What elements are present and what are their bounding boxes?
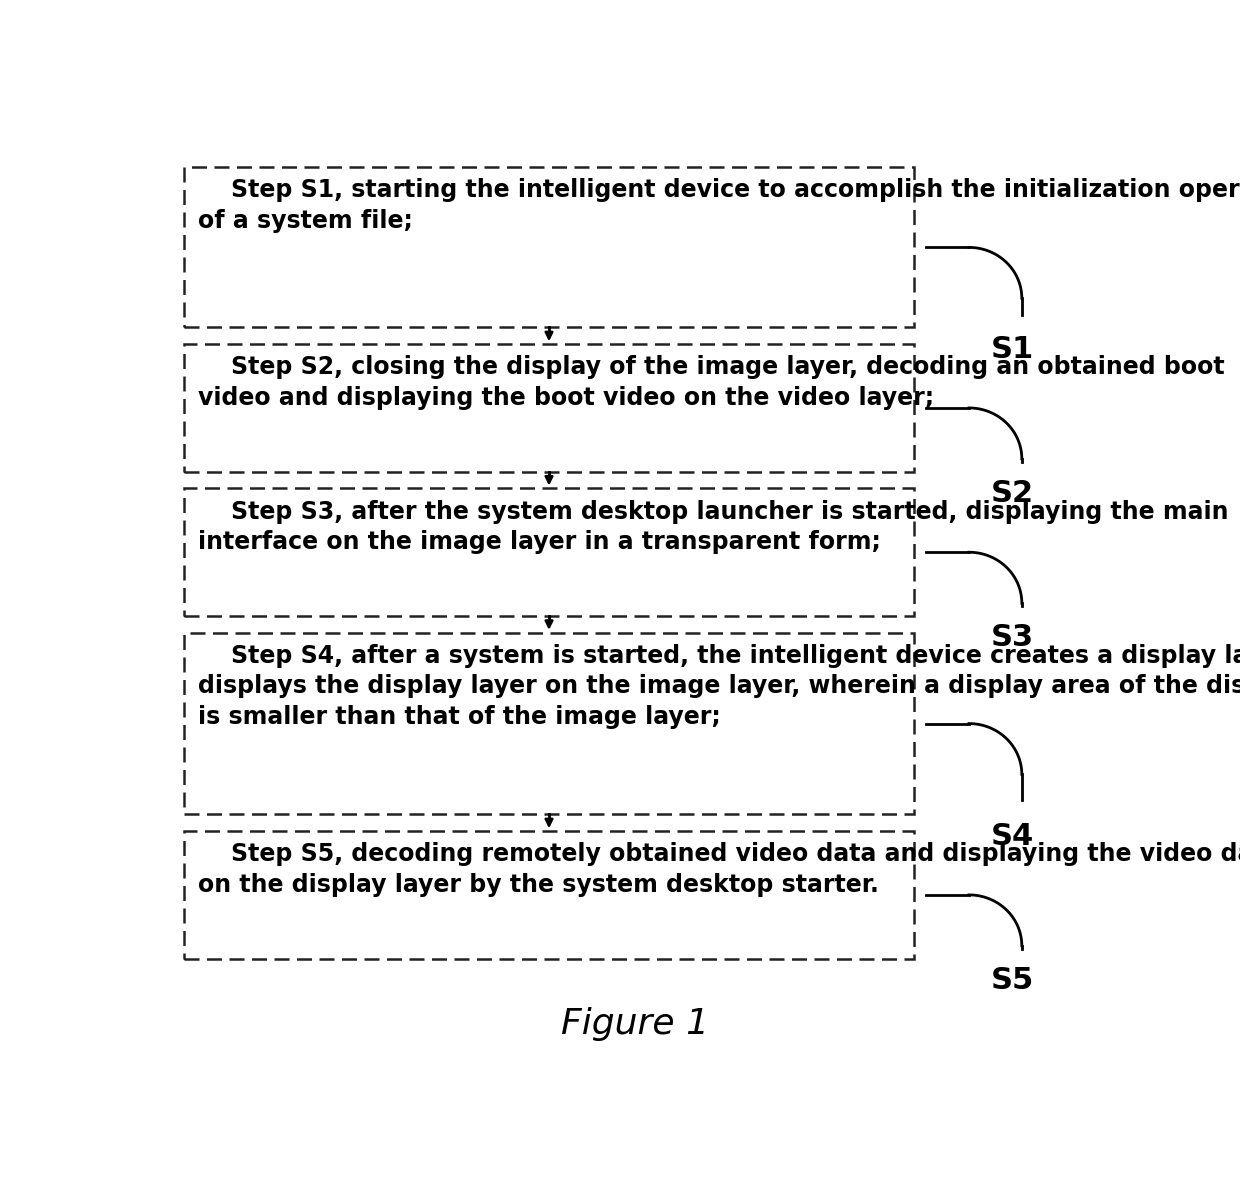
Text: video and displaying the boot video on the video layer;: video and displaying the boot video on t… — [198, 386, 935, 410]
Text: S3: S3 — [991, 624, 1034, 653]
Text: S4: S4 — [991, 822, 1034, 851]
Bar — [184, 632, 914, 815]
Bar — [184, 167, 914, 327]
Text: S1: S1 — [991, 335, 1034, 364]
Text: Step S1, starting the intelligent device to accomplish the initialization operat: Step S1, starting the intelligent device… — [198, 178, 1240, 202]
Text: Step S5, decoding remotely obtained video data and displaying the video data: Step S5, decoding remotely obtained vide… — [198, 843, 1240, 867]
Text: Figure 1: Figure 1 — [562, 1006, 709, 1041]
Text: Step S2, closing the display of the image layer, decoding an obtained boot: Step S2, closing the display of the imag… — [198, 356, 1225, 379]
Bar — [184, 831, 914, 959]
Bar — [184, 488, 914, 617]
Text: S2: S2 — [991, 480, 1034, 508]
Text: on the display layer by the system desktop starter.: on the display layer by the system deskt… — [198, 873, 879, 897]
Text: displays the display layer on the image layer, wherein a display area of the dis: displays the display layer on the image … — [198, 674, 1240, 698]
Text: Step S4, after a system is started, the intelligent device creates a display lay: Step S4, after a system is started, the … — [198, 644, 1240, 668]
Text: of a system file;: of a system file; — [198, 209, 413, 233]
Text: Step S3, after the system desktop launcher is started, displaying the main: Step S3, after the system desktop launch… — [198, 500, 1229, 524]
Text: interface on the image layer in a transparent form;: interface on the image layer in a transp… — [198, 530, 882, 554]
Text: is smaller than that of the image layer;: is smaller than that of the image layer; — [198, 704, 720, 728]
Text: S5: S5 — [991, 966, 1034, 995]
Bar — [184, 344, 914, 471]
